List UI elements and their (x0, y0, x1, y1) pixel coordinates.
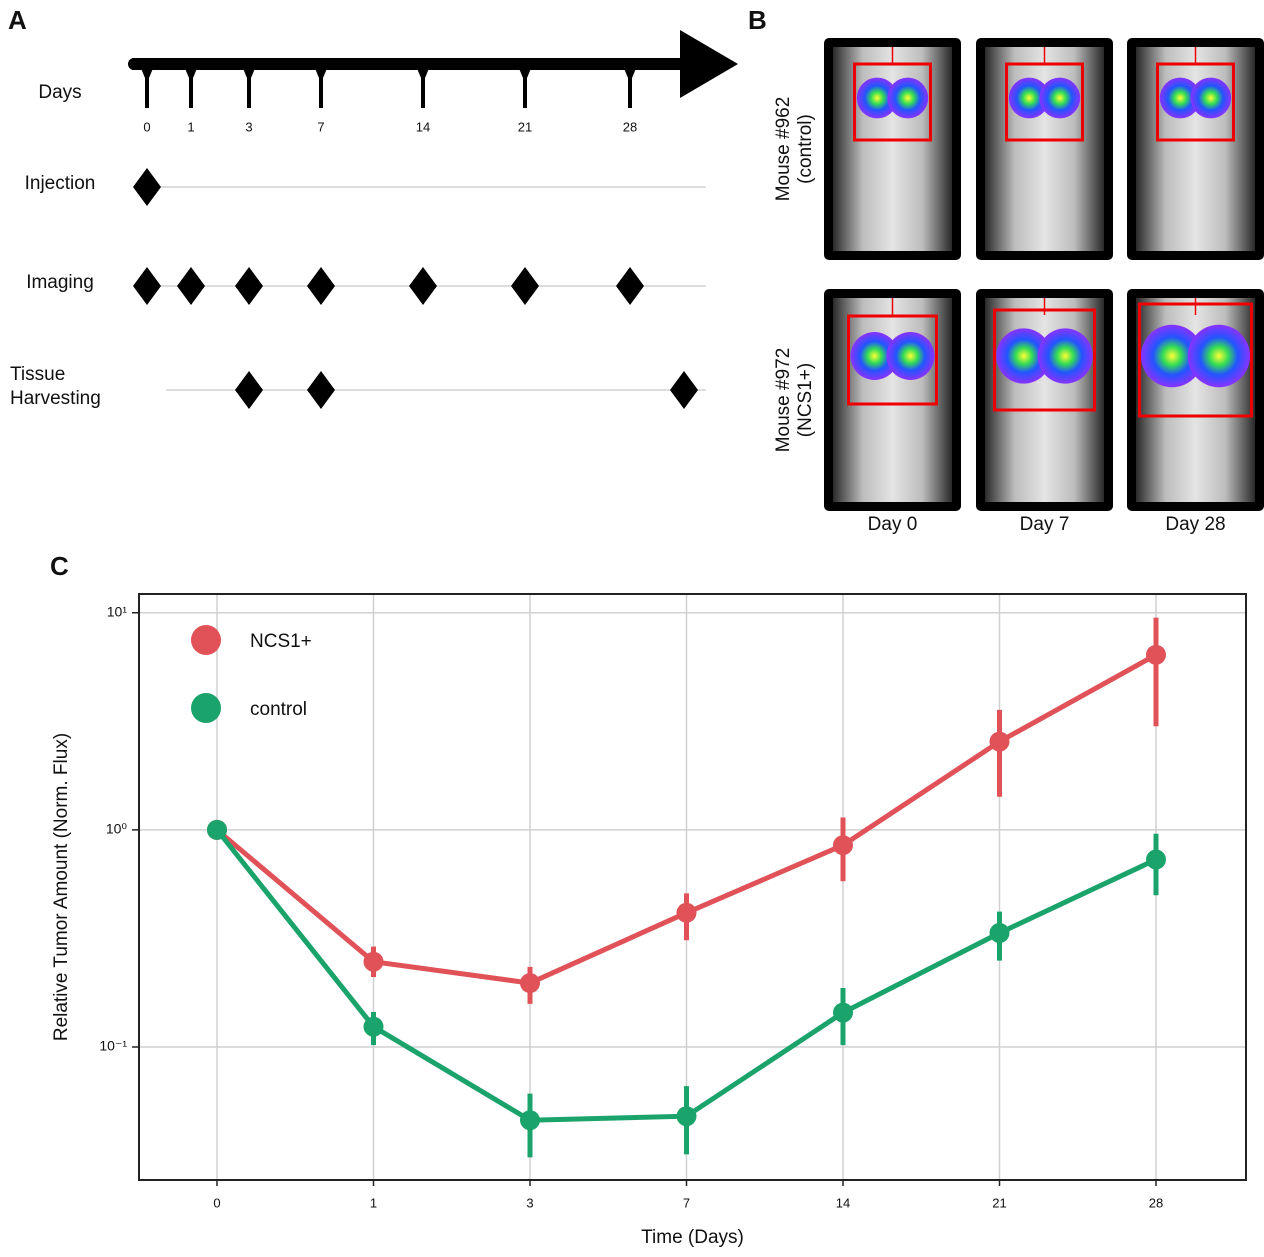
data-point (833, 1002, 853, 1023)
day-tick (242, 66, 256, 108)
roi-box (853, 62, 932, 142)
image-body (833, 298, 952, 502)
image-body (833, 47, 952, 251)
data-point (1146, 644, 1166, 665)
signal (1187, 324, 1251, 388)
image-body (985, 298, 1104, 502)
row-label: Imaging (26, 272, 94, 293)
signal (1037, 328, 1093, 384)
y-tick-label: 10⁰ (106, 821, 128, 837)
x-tick-label: 21 (992, 1195, 1006, 1210)
event-diamond (133, 168, 161, 206)
image-body (1136, 298, 1255, 502)
day-tick (416, 66, 430, 108)
image-body (1136, 47, 1255, 251)
plot-frame (138, 593, 1247, 1181)
signal (1140, 324, 1204, 388)
day-tick (140, 66, 154, 108)
y-axis-label: Relative Tumor Amount (Norm. Flux) (51, 733, 72, 1041)
x-tick-label: 7 (683, 1195, 690, 1210)
x-tick-label: 14 (836, 1195, 850, 1210)
row-label: Injection (25, 173, 96, 194)
roi-box (1138, 302, 1253, 418)
roi-box (1156, 62, 1235, 142)
event-diamond (177, 267, 205, 305)
signal (887, 77, 929, 119)
data-point (520, 973, 540, 994)
x-tick-label: 1 (370, 1195, 377, 1210)
event-diamond (616, 267, 644, 305)
legend-label: NCS1+ (250, 631, 312, 652)
data-point (989, 922, 1010, 943)
timeline-start (128, 58, 140, 70)
day-tick (184, 66, 198, 108)
x-tick-label: 0 (213, 1195, 220, 1210)
event-diamond (670, 371, 698, 409)
signal (1159, 77, 1201, 119)
signal (1039, 77, 1081, 119)
data-point (363, 1016, 384, 1037)
event-diamond (409, 267, 437, 305)
signal (850, 332, 899, 380)
row-label: Mouse #962 (773, 97, 794, 202)
event-diamond (511, 267, 539, 305)
legend-marker (191, 693, 221, 723)
day-tick (623, 66, 637, 108)
x-axis-label: Time (Days) (641, 1227, 744, 1248)
x-tick-label: 3 (526, 1195, 533, 1210)
roi-box (847, 314, 938, 406)
day-label: 3 (245, 119, 252, 134)
arrow-head (680, 30, 738, 98)
event-diamond (133, 267, 161, 305)
column-label: Day 7 (1020, 514, 1070, 535)
data-point (989, 731, 1010, 752)
legend-marker (191, 625, 221, 655)
y-tick-label: 10¹ (107, 603, 128, 619)
data-point (676, 1106, 697, 1127)
day-label: 1 (187, 119, 194, 134)
axis-label: Days (38, 82, 81, 103)
roi-box (993, 308, 1096, 412)
signal (886, 332, 935, 380)
y-tick-label: 10⁻¹ (99, 1038, 127, 1054)
legend-label: control (250, 699, 307, 720)
day-label: 28 (623, 119, 637, 134)
row-label: Harvesting (10, 388, 101, 409)
day-label: 7 (317, 119, 324, 134)
event-diamond (307, 267, 335, 305)
panel-label: A (8, 5, 27, 35)
day-tick (314, 66, 328, 108)
day-label: 14 (416, 119, 430, 134)
data-point (520, 1110, 540, 1131)
row-label: (NCS1+) (795, 363, 816, 437)
image-body (985, 47, 1104, 251)
signal (856, 77, 898, 119)
column-label: Day 0 (868, 514, 918, 535)
data-point (207, 819, 227, 840)
event-diamond (235, 267, 263, 305)
signal (996, 328, 1052, 384)
day-tick (518, 66, 532, 108)
event-diamond (307, 371, 335, 409)
row-label: Tissue (10, 364, 65, 385)
row-label: (control) (795, 114, 816, 184)
day-label: 0 (143, 119, 150, 134)
data-point (676, 902, 697, 923)
data-point (833, 835, 853, 856)
signal (1008, 77, 1050, 119)
x-tick-label: 28 (1149, 1195, 1163, 1210)
data-point (363, 951, 384, 972)
data-point (1146, 849, 1166, 870)
panel-label: B (748, 5, 767, 35)
row-label: Mouse #972 (773, 348, 794, 453)
signal (1190, 77, 1232, 119)
roi-box (1005, 62, 1084, 142)
event-diamond (235, 371, 263, 409)
day-label: 21 (518, 119, 532, 134)
column-label: Day 28 (1165, 514, 1225, 535)
panel-label: C (50, 551, 69, 581)
